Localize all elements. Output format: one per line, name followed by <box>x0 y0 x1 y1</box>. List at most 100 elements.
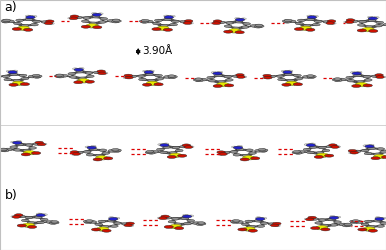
Circle shape <box>187 220 195 222</box>
Circle shape <box>245 230 250 231</box>
Circle shape <box>368 17 378 20</box>
Circle shape <box>69 76 77 78</box>
Circle shape <box>189 146 194 148</box>
Circle shape <box>248 226 256 228</box>
Circle shape <box>81 25 90 28</box>
Circle shape <box>24 150 36 154</box>
Circle shape <box>37 221 44 224</box>
Circle shape <box>17 26 29 30</box>
Circle shape <box>380 222 386 224</box>
Circle shape <box>334 78 341 80</box>
Circle shape <box>217 21 225 24</box>
Circle shape <box>237 146 242 147</box>
Text: 3.90Å: 3.90Å <box>142 46 172 56</box>
Circle shape <box>219 153 227 156</box>
Circle shape <box>302 29 307 30</box>
Circle shape <box>93 26 102 29</box>
Circle shape <box>113 20 121 22</box>
Circle shape <box>180 146 188 148</box>
Circle shape <box>303 76 311 78</box>
Circle shape <box>69 17 78 20</box>
Circle shape <box>91 12 97 14</box>
Circle shape <box>346 76 354 79</box>
Circle shape <box>164 18 171 21</box>
Circle shape <box>282 20 290 22</box>
Circle shape <box>303 24 311 27</box>
Circle shape <box>306 151 314 154</box>
Circle shape <box>164 216 172 219</box>
Circle shape <box>89 26 94 28</box>
Circle shape <box>113 149 121 152</box>
Circle shape <box>98 220 106 223</box>
Circle shape <box>226 22 234 24</box>
Circle shape <box>241 18 246 20</box>
Circle shape <box>230 220 238 222</box>
Circle shape <box>359 20 367 23</box>
Circle shape <box>378 157 384 159</box>
Circle shape <box>4 78 12 81</box>
Circle shape <box>309 146 317 148</box>
Circle shape <box>29 153 34 155</box>
Circle shape <box>331 22 336 24</box>
Circle shape <box>168 75 176 77</box>
Text: b): b) <box>5 189 17 202</box>
Circle shape <box>242 154 250 157</box>
Circle shape <box>180 20 188 23</box>
Circle shape <box>282 83 291 86</box>
Circle shape <box>184 222 191 225</box>
Circle shape <box>83 220 91 223</box>
Circle shape <box>256 25 264 28</box>
Circle shape <box>357 29 366 32</box>
Circle shape <box>171 218 179 220</box>
Circle shape <box>94 71 102 74</box>
Circle shape <box>375 218 384 220</box>
Circle shape <box>167 156 176 158</box>
Circle shape <box>284 19 292 22</box>
Circle shape <box>25 15 31 17</box>
Circle shape <box>12 70 18 72</box>
Circle shape <box>268 75 276 78</box>
Circle shape <box>254 26 262 28</box>
Circle shape <box>212 22 221 25</box>
Circle shape <box>68 72 76 75</box>
Circle shape <box>251 157 260 160</box>
Circle shape <box>318 219 326 221</box>
Circle shape <box>51 220 58 223</box>
Circle shape <box>95 223 103 226</box>
Circle shape <box>229 29 241 33</box>
Circle shape <box>250 24 259 27</box>
Circle shape <box>380 151 386 153</box>
Circle shape <box>299 26 312 30</box>
Circle shape <box>103 72 108 74</box>
Circle shape <box>0 76 1 78</box>
Circle shape <box>17 84 22 86</box>
Circle shape <box>255 24 263 27</box>
Circle shape <box>169 224 181 228</box>
Circle shape <box>198 222 206 225</box>
Circle shape <box>23 149 30 152</box>
Circle shape <box>98 13 103 15</box>
Circle shape <box>161 215 169 218</box>
Circle shape <box>381 217 386 219</box>
Circle shape <box>74 16 82 19</box>
Circle shape <box>350 220 357 223</box>
Circle shape <box>24 226 29 227</box>
Circle shape <box>164 226 173 228</box>
Circle shape <box>54 75 62 77</box>
Circle shape <box>28 75 37 78</box>
Circle shape <box>96 154 103 157</box>
Circle shape <box>232 220 240 222</box>
Circle shape <box>146 81 159 85</box>
Circle shape <box>284 73 292 76</box>
Circle shape <box>34 216 42 218</box>
Circle shape <box>297 19 305 22</box>
Circle shape <box>330 216 335 217</box>
Circle shape <box>0 149 7 152</box>
Circle shape <box>110 225 118 227</box>
Circle shape <box>310 143 315 145</box>
Circle shape <box>86 220 93 222</box>
Circle shape <box>160 151 168 154</box>
Circle shape <box>303 148 311 151</box>
Circle shape <box>235 18 245 21</box>
Circle shape <box>22 219 29 222</box>
